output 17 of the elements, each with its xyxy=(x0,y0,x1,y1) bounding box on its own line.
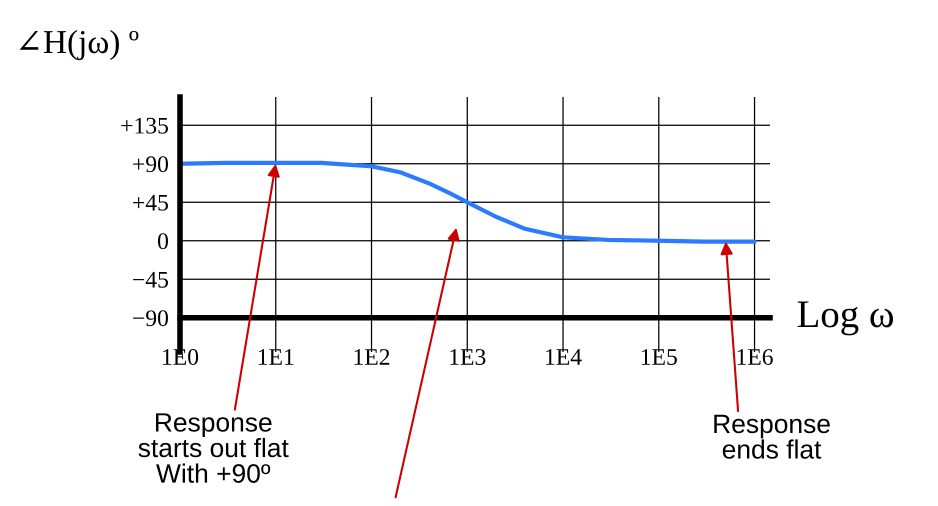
x-tick-label: 1E0 xyxy=(163,349,198,365)
y-axis-title: ∠H(jω) º xyxy=(20,30,138,60)
y-tick-label: −90 xyxy=(133,310,168,326)
x-tick-label: 1E4 xyxy=(546,349,582,365)
annotation: Response ends flat xyxy=(714,414,830,459)
y-tick-label: +135 xyxy=(121,118,168,134)
x-axis-title: Log ω xyxy=(798,302,893,336)
y-tick-label: +45 xyxy=(133,194,168,211)
x-tick-label: 1E2 xyxy=(354,349,390,365)
annotation: Response starts out flat With +90º xyxy=(138,413,289,483)
x-tick-label: 1E5 xyxy=(642,349,677,365)
x-tick-label: 1E1 xyxy=(258,349,294,365)
x-tick-label: 1E6 xyxy=(738,349,773,365)
y-tick-label: −45 xyxy=(133,272,168,288)
y-tick-label: +90 xyxy=(133,156,168,172)
y-tick-label: 0 xyxy=(158,233,168,250)
x-tick-label: 1E3 xyxy=(450,349,486,365)
